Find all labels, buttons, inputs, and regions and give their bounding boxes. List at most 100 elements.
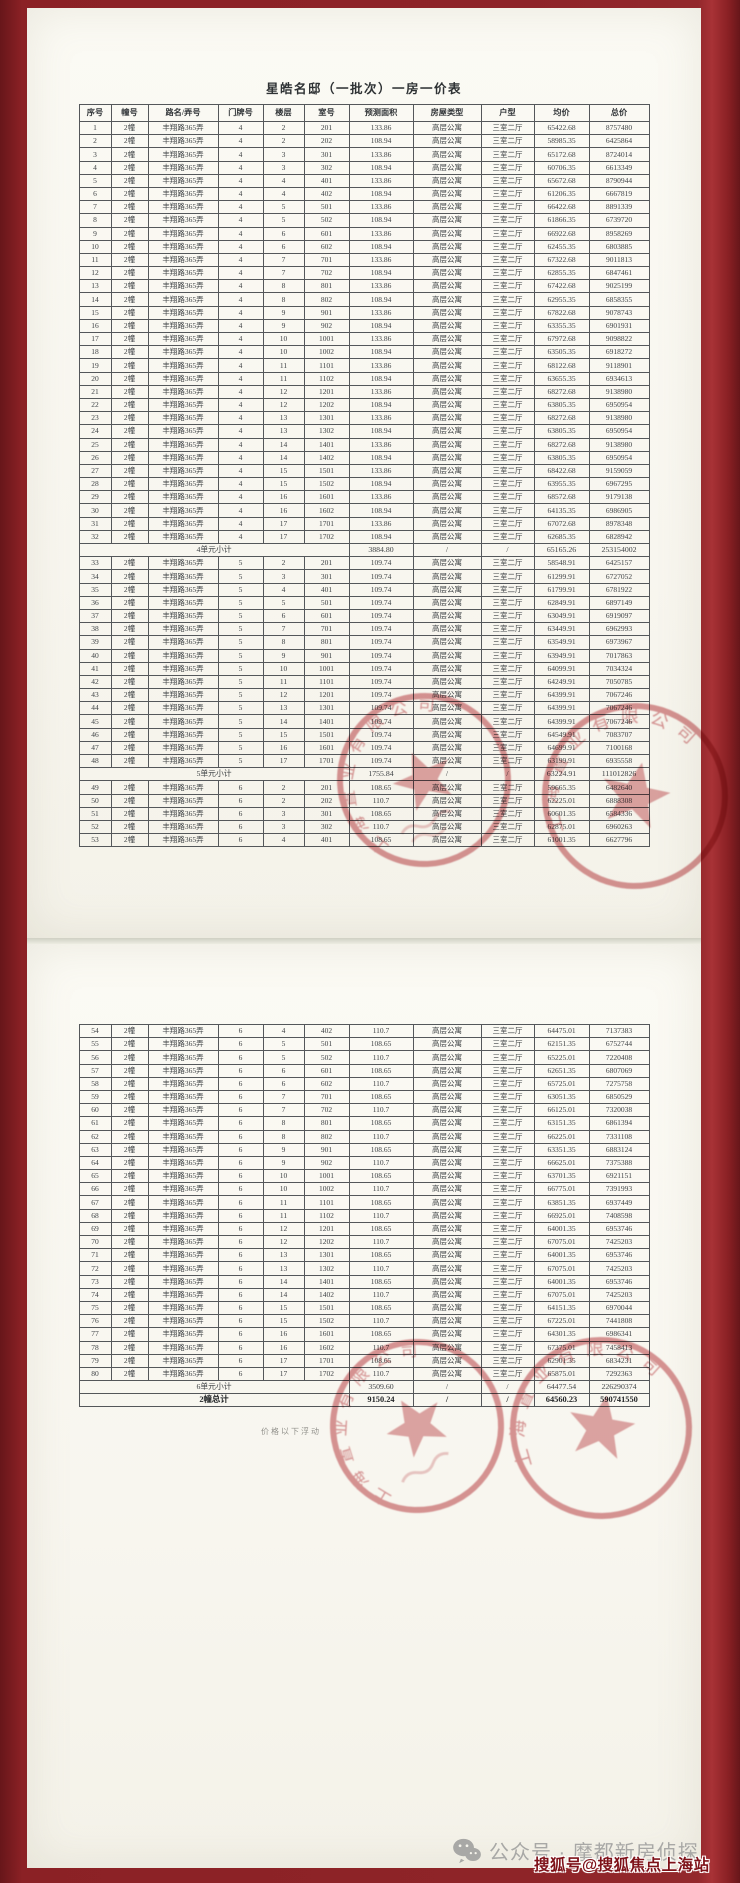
cell: 75	[78, 1300, 112, 1316]
cell: 801	[303, 279, 350, 294]
cell: 6	[217, 1182, 264, 1197]
cell: 44	[78, 701, 112, 716]
cell: 2幢	[110, 1155, 149, 1171]
unit-row: 30 2幢 丰翔路365弄 4 16 1602 108.94 高层公寓 三室二厅 64135.35…	[78, 503, 650, 518]
cell: 133.86	[348, 226, 414, 241]
cell: 6	[262, 239, 305, 254]
cell: 64475.01	[533, 1023, 590, 1039]
cell: 2幢	[110, 1221, 149, 1237]
unit-row: 14 2幢 丰翔路365弄 4 8 802 108.94 高层公寓 三室二厅 62955.35 68…	[78, 292, 650, 307]
cell: 7137383	[588, 1023, 650, 1039]
cell: 4	[217, 160, 264, 175]
cell: 丰翔路365弄	[147, 714, 219, 729]
cell: 三室二厅	[480, 529, 535, 545]
cell: 丰翔路365弄	[147, 134, 219, 149]
cell: 高层公寓	[412, 160, 482, 175]
cell: 6	[217, 793, 264, 808]
cell: 丰翔路365弄	[147, 397, 219, 413]
cell: 高层公寓	[412, 516, 482, 531]
cell: 43	[78, 688, 112, 703]
cell: 301	[303, 569, 350, 584]
cell: 三室二厅	[480, 1274, 535, 1289]
cell: 6727052	[588, 569, 650, 584]
cell: 109.74	[348, 674, 414, 690]
cell: 2	[262, 793, 305, 808]
cell: 高层公寓	[412, 463, 482, 479]
cell: 17	[78, 331, 112, 347]
cell: 6	[217, 1023, 264, 1039]
cell: 丰翔路365弄	[147, 1103, 219, 1118]
cell: 109.74	[348, 622, 414, 637]
cell: 37	[78, 608, 112, 624]
cell: 6918272	[588, 345, 650, 360]
unit-row: 53 2幢 丰翔路365弄 6 4 401 108.65 高层公寓 三室二厅 61001.35 66…	[78, 833, 650, 848]
cell: 4	[217, 213, 264, 228]
cell: 丰翔路365弄	[147, 450, 219, 465]
cell: 802	[303, 1129, 350, 1144]
cell: 丰翔路365弄	[147, 331, 219, 347]
cell: 三室二厅	[480, 1182, 535, 1197]
cell: 三室二厅	[480, 556, 535, 571]
cell: 31	[78, 516, 112, 531]
cell: 35	[78, 582, 112, 597]
cell: 602	[303, 239, 350, 254]
cell: 高层公寓	[412, 1076, 482, 1091]
cell: 2幢	[110, 1089, 149, 1105]
cell: 902	[303, 318, 350, 334]
cell: 高层公寓	[412, 239, 482, 254]
cell: 201	[303, 120, 350, 136]
cell: 丰翔路365弄	[147, 1327, 219, 1342]
cell: 2幢	[110, 490, 149, 505]
cell: 45	[78, 714, 112, 729]
cell: 110.7	[348, 1287, 414, 1302]
cell: 三室二厅	[480, 331, 535, 347]
cell: 丰翔路365弄	[147, 595, 219, 610]
cell: 6	[217, 1248, 264, 1263]
cell: 8	[78, 213, 112, 228]
cell: 5	[217, 648, 264, 663]
cell: 4	[217, 463, 264, 479]
cell: 61299.91	[533, 569, 590, 584]
cell: 47	[78, 740, 112, 756]
cell: 133.86	[348, 173, 414, 188]
cell: 108.65	[348, 1089, 414, 1105]
cell: 丰翔路365弄	[147, 674, 219, 690]
cell: 4	[217, 371, 264, 386]
cell: 丰翔路365弄	[147, 1300, 219, 1316]
cell: 三室二厅	[480, 463, 535, 479]
cell: 49	[78, 780, 112, 795]
unit-row: 13 2幢 丰翔路365弄 4 8 801 133.86 高层公寓 三室二厅 67422.68 90…	[78, 279, 650, 294]
cell: 13	[78, 279, 112, 294]
cell: 63701.35	[533, 1169, 590, 1184]
cell: 丰翔路365弄	[147, 701, 219, 716]
cell: 59	[78, 1089, 112, 1105]
unit-row: 48 2幢 丰翔路365弄 5 17 1701 109.74 高层公寓 三室二厅 63199.91…	[78, 753, 650, 769]
cell: 高层公寓	[412, 120, 482, 136]
cell: 36	[78, 595, 112, 610]
cell: 1001	[303, 1169, 350, 1184]
subtotal-row: 4单元小计 3884.80//65165.26 253154002	[78, 542, 650, 558]
cell: 4	[217, 186, 264, 202]
cell: 6921151	[588, 1169, 650, 1184]
page-seam	[27, 938, 701, 944]
cell: 58	[78, 1076, 112, 1091]
cell: 68122.68	[533, 358, 590, 373]
cell: 高层公寓	[412, 1182, 482, 1197]
unit-row: 65 2幢 丰翔路365弄 6 10 1001 108.65 高层公寓 三室二厅 63701.35…	[78, 1169, 650, 1184]
cell: 7425203	[588, 1234, 650, 1250]
cell: 13	[262, 1248, 305, 1263]
cell: 14	[262, 1287, 305, 1302]
cell: 63351.35	[533, 1142, 590, 1157]
cell: 2幢	[110, 727, 149, 742]
cell: 8790944	[588, 173, 650, 188]
cell: 26	[78, 450, 112, 465]
cell: 108.94	[348, 186, 414, 202]
cell: 6	[217, 806, 264, 821]
cell: 2幢	[110, 833, 149, 848]
cell: 701	[303, 252, 350, 268]
cell: 8757480	[588, 120, 650, 136]
cell: 高层公寓	[412, 173, 482, 188]
cell: 10	[262, 1169, 305, 1184]
unit-row: 58 2幢 丰翔路365弄 6 6 602 110.7 高层公寓 三室二厅 65725.01 727…	[78, 1076, 650, 1091]
cell: 4	[217, 477, 264, 492]
